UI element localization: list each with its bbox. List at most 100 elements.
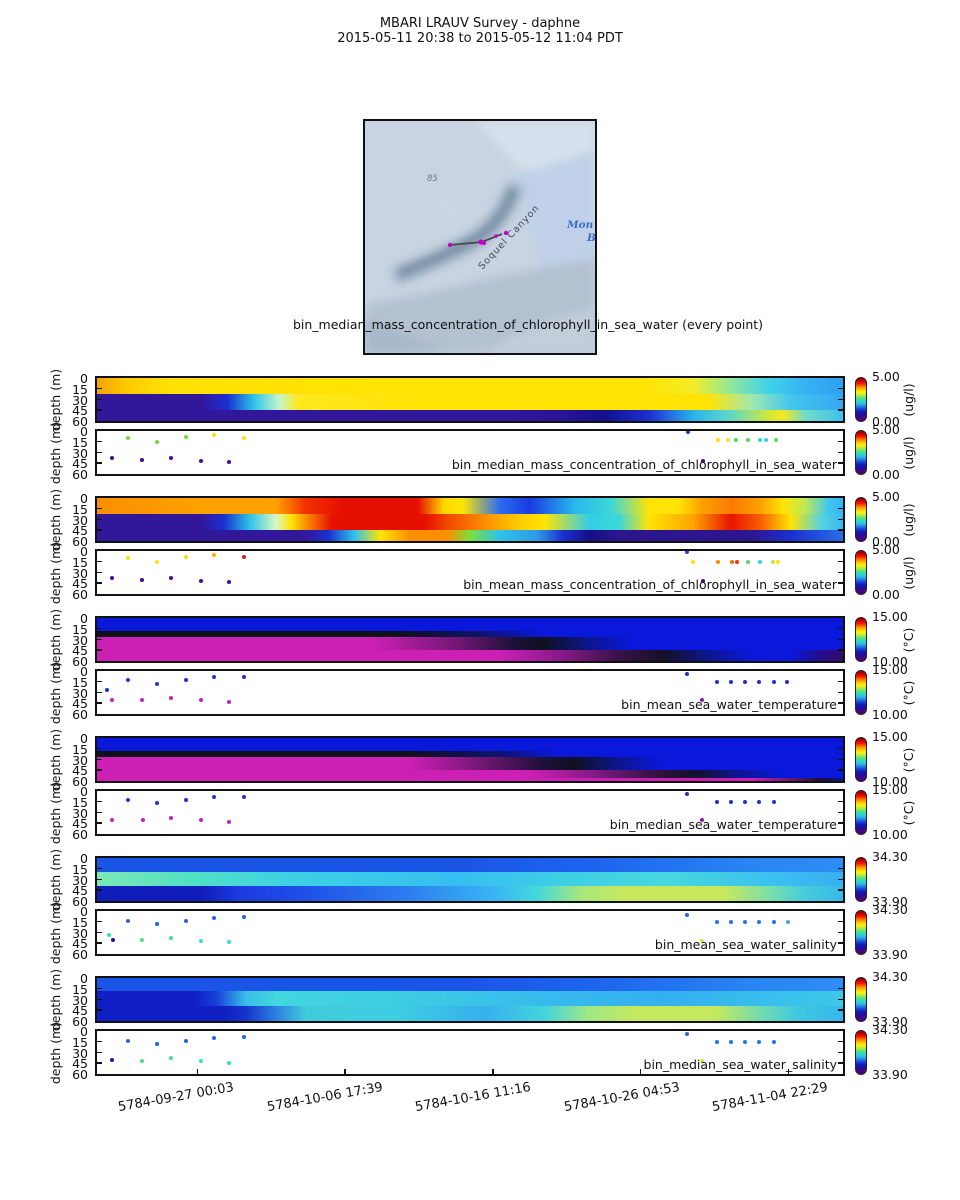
data-point [139, 458, 144, 463]
colorbar-min-label: 33.90 [872, 1067, 908, 1082]
y-tick-label: 60 [72, 414, 88, 429]
heatmap-chl-median-fill [95, 376, 845, 423]
y-tick [97, 822, 102, 824]
data-point [685, 791, 690, 796]
y-tick-label: 15 [72, 621, 88, 637]
data-point [154, 439, 159, 444]
series-label: bin_median_sea_water_salinity [643, 1057, 837, 1072]
heatmap-band [97, 750, 843, 757]
data-point [109, 576, 114, 581]
data-point [125, 678, 130, 683]
y-tick-label: 45 [72, 883, 88, 899]
map-track-point [503, 230, 509, 236]
colorbar-unit-label: (°C) [901, 680, 916, 705]
data-point [241, 794, 246, 799]
y-tick-label: 15 [72, 381, 88, 397]
colorbar-unit-label: (ug/l) [901, 502, 916, 537]
colorbar-max-label: 34.30 [872, 849, 908, 864]
heatmap-band [97, 1005, 843, 1021]
y-tick [97, 649, 102, 651]
data-point [212, 795, 217, 800]
data-point [758, 559, 763, 564]
data-point [227, 1061, 232, 1066]
data-point [168, 936, 173, 941]
data-point [212, 916, 217, 921]
data-point [168, 695, 173, 700]
data-point [745, 559, 750, 564]
data-point [714, 919, 719, 924]
y-tick-label: 45 [72, 816, 88, 832]
data-point [743, 679, 748, 684]
y-tick-label: 15 [72, 981, 88, 997]
map-slope [485, 309, 595, 353]
y-tick-label: 0 [80, 544, 88, 559]
data-point [198, 818, 203, 823]
data-point [771, 799, 776, 804]
colorbar-min-label: 10.00 [872, 707, 908, 722]
y-tick [838, 942, 843, 944]
y-tick-label: 45 [72, 763, 88, 779]
y-tick-label: 30 [72, 685, 88, 701]
y-tick-label: 45 [72, 576, 88, 592]
heatmap-sal-mean-fill [95, 856, 845, 903]
y-tick [97, 920, 102, 923]
colorbar [855, 617, 867, 662]
scatter-chl-median-pts: bin_median_mass_concentration_of_chlorop… [95, 429, 845, 476]
y-tick-label: 0 [80, 784, 88, 799]
x-tick-label: 5784-10-16 11:16 [414, 1079, 533, 1116]
y-tick [97, 560, 102, 563]
y-tick-label: 30 [72, 925, 88, 941]
data-point [700, 817, 704, 822]
map: 85 Soquel Canyon Mon B [363, 119, 597, 355]
colorbar-max-label: 34.30 [872, 969, 908, 984]
data-point [685, 431, 690, 434]
data-point [757, 679, 762, 684]
y-tick-label: 30 [72, 872, 88, 888]
y-tick [97, 1040, 102, 1043]
colorbar [855, 497, 867, 542]
y-tick [838, 680, 843, 683]
y-tick [97, 462, 102, 464]
heatmap-band [97, 858, 843, 872]
heatmap-temp-median-fill [95, 736, 845, 783]
data-point [139, 938, 144, 943]
data-point [212, 433, 217, 438]
y-tick [838, 507, 843, 510]
y-tick-label: 0 [80, 971, 88, 986]
map-track-point [494, 234, 498, 238]
y-tick [97, 638, 102, 640]
colorbar-unit-label: (ug/l) [901, 555, 916, 590]
data-point [168, 576, 173, 581]
y-tick [838, 1062, 843, 1064]
heatmap-temp-mean-fill [95, 616, 845, 663]
data-point [700, 1059, 704, 1064]
heatmap-band [97, 410, 843, 421]
page-title: MBARI LRAUV Survey - daphne [379, 16, 581, 31]
data-point [745, 438, 750, 443]
scatter-sal-median-pts: bin_median_sea_water_salinity [95, 1029, 845, 1076]
data-point [154, 681, 159, 686]
colorbar [855, 790, 867, 835]
map-canyon-core [399, 189, 516, 276]
y-tick [97, 1051, 102, 1053]
y-tick [838, 867, 843, 870]
series-label: bin_median_sea_water_temperature [609, 817, 837, 832]
y-tick-label: 0 [80, 731, 88, 746]
y-tick [838, 702, 843, 704]
data-point [183, 678, 188, 683]
y-tick-label: 60 [72, 1014, 88, 1029]
data-point [111, 938, 116, 943]
y-tick-label: 0 [80, 424, 88, 439]
data-point [714, 1039, 719, 1044]
x-tick [787, 1069, 790, 1074]
data-point [743, 1039, 748, 1044]
map-depth-label: 85 [427, 174, 438, 184]
y-tick-label: 30 [72, 512, 88, 528]
data-point [241, 674, 246, 679]
data-point [139, 697, 144, 702]
data-point [212, 553, 217, 558]
x-tick-label: 5784-11-04 22:29 [711, 1079, 830, 1116]
data-point [700, 579, 705, 584]
data-point [726, 438, 731, 443]
